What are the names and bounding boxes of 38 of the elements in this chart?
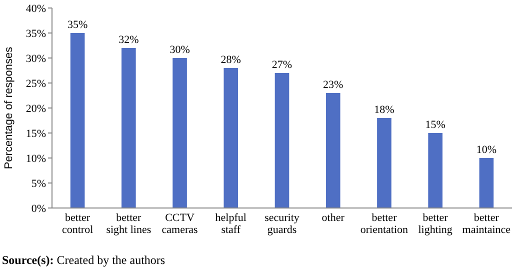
- x-tick-label: better control: [62, 212, 94, 236]
- data-label: 28%: [220, 54, 241, 66]
- y-tick-label: 30%: [26, 52, 46, 65]
- bar: [326, 93, 340, 208]
- y-tick-label: 20%: [26, 102, 46, 115]
- bar: [122, 48, 136, 208]
- data-label: 27%: [272, 59, 292, 71]
- bar: [274, 73, 290, 208]
- y-tick-label: 5%: [31, 178, 46, 190]
- x-tick-label: security guards: [264, 212, 300, 236]
- data-label: 15%: [425, 119, 446, 131]
- y-axis-title: Percentage of responses: [3, 46, 15, 170]
- bar: [479, 158, 494, 208]
- bar: [70, 33, 85, 208]
- bar: [428, 133, 442, 208]
- bar: [377, 118, 392, 208]
- x-tick-label: other: [322, 212, 345, 224]
- bar: [224, 68, 238, 208]
- x-tick-label: CCTV cameras: [162, 212, 198, 236]
- source-note: Source(s): Created by the authors: [2, 253, 166, 267]
- data-label: 18%: [374, 104, 394, 116]
- y-tick-label: 35%: [26, 28, 46, 40]
- y-tick-label: 25%: [26, 78, 46, 90]
- x-tick-label: better maintaince: [462, 212, 511, 236]
- data-label: 23%: [323, 79, 344, 91]
- data-label: 32%: [118, 34, 139, 46]
- bar: [172, 58, 187, 208]
- data-label: 35%: [67, 19, 88, 31]
- y-tick-label: 0%: [31, 202, 46, 215]
- y-tick-label: 40%: [26, 2, 46, 15]
- x-tick-label: helpful staff: [215, 212, 246, 236]
- data-label: 30%: [170, 44, 190, 56]
- x-tick-label: better lighting: [418, 212, 453, 236]
- y-tick-label: 10%: [26, 152, 46, 165]
- data-label: 10%: [476, 144, 497, 156]
- x-tick-label: better sight lines: [106, 212, 152, 236]
- y-tick-label: 15%: [26, 128, 46, 140]
- x-tick-label: better orientation: [360, 212, 409, 236]
